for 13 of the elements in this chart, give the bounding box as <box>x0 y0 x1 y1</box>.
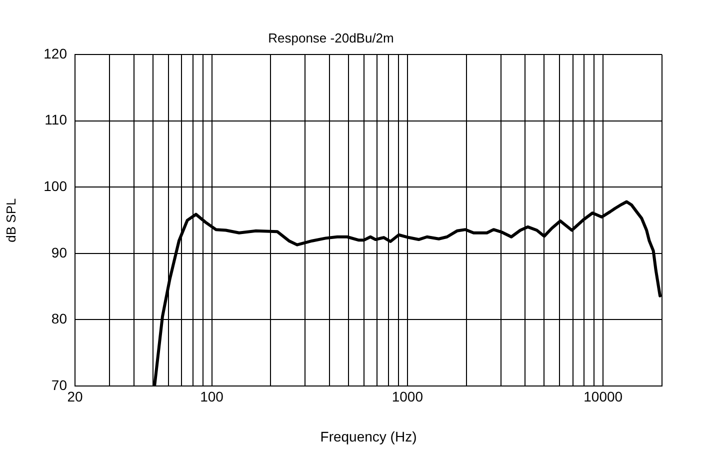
chart-title: Response -20dBu/2m <box>268 30 394 46</box>
y-tick-label: 90 <box>51 244 68 260</box>
x-tick-label: 100 <box>200 388 224 404</box>
x-tick-label: 1000 <box>392 388 424 404</box>
y-tick-label: 100 <box>44 178 68 194</box>
y-axis-title: dB SPL <box>3 198 18 242</box>
y-tick-label: 120 <box>44 45 68 62</box>
y-tick-label: 70 <box>51 376 68 393</box>
x-tick-label: 10000 <box>584 388 623 404</box>
x-axis-title: Frequency (Hz) <box>320 428 417 444</box>
y-tick-label: 110 <box>44 112 68 128</box>
y-tick-label: 80 <box>51 310 68 327</box>
x-tick-label: 20 <box>67 388 83 404</box>
